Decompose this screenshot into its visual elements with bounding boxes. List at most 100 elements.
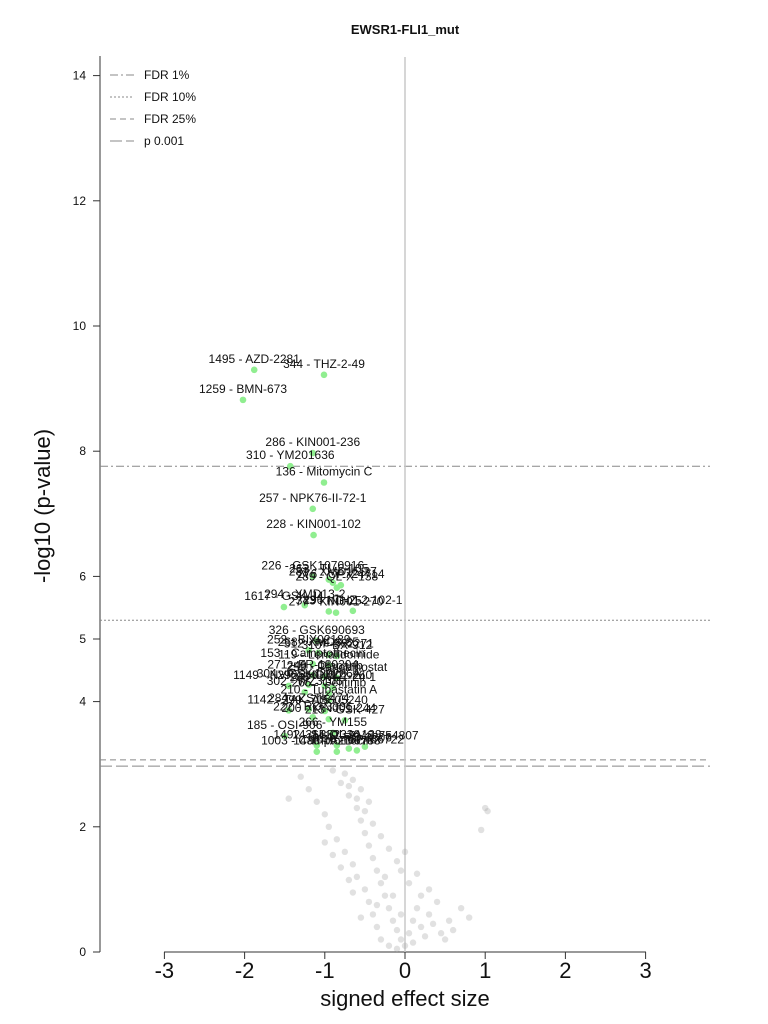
background-point [389,892,397,899]
significant-point [325,608,333,615]
background-point [397,936,405,943]
background-point [313,798,320,805]
point-label: 276 - CP724714 [297,567,385,581]
significant-point [333,652,341,660]
significant-point [345,745,353,752]
background-point [409,939,417,946]
background-point [361,807,369,815]
point-label: 153 - Camptothecin [260,646,365,660]
point-label: 294 - XMD13-2 [264,587,346,601]
background-point [345,792,353,799]
background-point [361,829,369,837]
background-point [349,889,357,896]
background-point [357,817,365,824]
background-point [385,904,393,912]
background-point [409,917,417,924]
significant-point [309,573,317,580]
significant-point [309,660,317,668]
legend-label: p 0.001 [144,134,184,148]
significant-point [321,682,329,690]
point-label: 119 - Lenalidomide [278,647,380,661]
significant-point [333,584,341,591]
x-tick-label: -2 [235,958,255,983]
y-tick-label: 8 [79,444,86,458]
significant-point [309,505,317,513]
significant-point [287,462,294,470]
background-point [369,911,377,918]
background-point [353,873,361,881]
y-tick-label: 4 [79,695,86,709]
background-point [393,945,401,953]
y-axis-label: -log10 (p-value) [30,429,55,583]
significant-point [341,717,349,724]
significant-point [313,748,321,755]
point-label: 1430 - AZD6738 [293,734,381,748]
point-label: 285 - JW-7-24-1 [290,670,377,684]
point-label: 265 - Gefitinib [291,675,366,689]
significant-point [313,742,321,749]
point-label: 281 - XMD15-27 [289,565,377,579]
y-tick-label: 14 [73,69,87,83]
background-point [365,842,373,849]
background-point [325,823,333,830]
point-label: 344 - THZ-2-49 [283,357,365,371]
point-label: 302 - WZ3105 [267,674,343,688]
point-label: 296 - THZ-2-102-1 [303,593,402,607]
significant-point [325,690,333,697]
point-label: 343 - NG-25 [296,593,362,607]
background-point [361,886,369,893]
axes [99,56,646,953]
point-label: 249 - Olaparib [287,659,363,673]
background-point [397,867,405,874]
background-point [297,773,304,780]
significant-point [309,449,317,457]
point-label: 1259 - BMN-673 [199,382,287,396]
point-label: 1419 - BMS-754807 [311,729,419,743]
background-point [285,795,292,802]
significant-point [321,673,329,680]
background-point [484,807,491,815]
background-point [389,917,397,924]
background-point [465,914,473,921]
significant-point [320,479,328,486]
point-label: 1142 - TAK-715 [247,692,330,706]
background-point [365,898,373,906]
point-label: 271 - FR-180204 [267,657,358,671]
point-label: 310 - YM201636 [246,448,335,462]
significant-point [305,681,313,688]
point-label: 299 - AS605240 [282,693,368,707]
x-tick-label: 1 [479,958,491,983]
significant-point [250,366,258,374]
background-point [377,936,385,943]
background-point [421,933,429,940]
point-label: 185 - OSI-906 [247,718,323,732]
point-label: 1492 - SB52334 [273,727,360,741]
legend-label: FDR 1% [144,68,190,82]
background-point [373,901,381,909]
significant-point [353,747,361,754]
background-point [417,923,425,931]
significant-point [325,715,333,723]
point-label: 263 - TL-2-105 [289,562,368,576]
point-label: 200 - KIN001-244 [281,701,376,715]
significant-point [333,742,341,749]
background-point [365,798,373,805]
point-label: 284 - ZSTK474 [268,691,350,705]
significant-point [309,713,317,721]
background-point [445,917,453,924]
background-point [381,892,389,899]
background-point [377,879,385,887]
legend-label: FDR 25% [144,112,196,126]
point-label: 326 - GSK690693 [269,623,365,637]
background-point [417,892,425,899]
background-point [425,911,433,918]
significant-point [361,743,369,750]
y-tick-label: 5 [79,632,86,646]
background-point [357,914,365,921]
point-label: 1617 - GSK-J4 [244,589,324,603]
point-label: 268 - XMD8-85 [278,635,360,649]
significant-point [325,651,333,658]
significant-point [280,603,288,611]
background-point [477,826,485,834]
